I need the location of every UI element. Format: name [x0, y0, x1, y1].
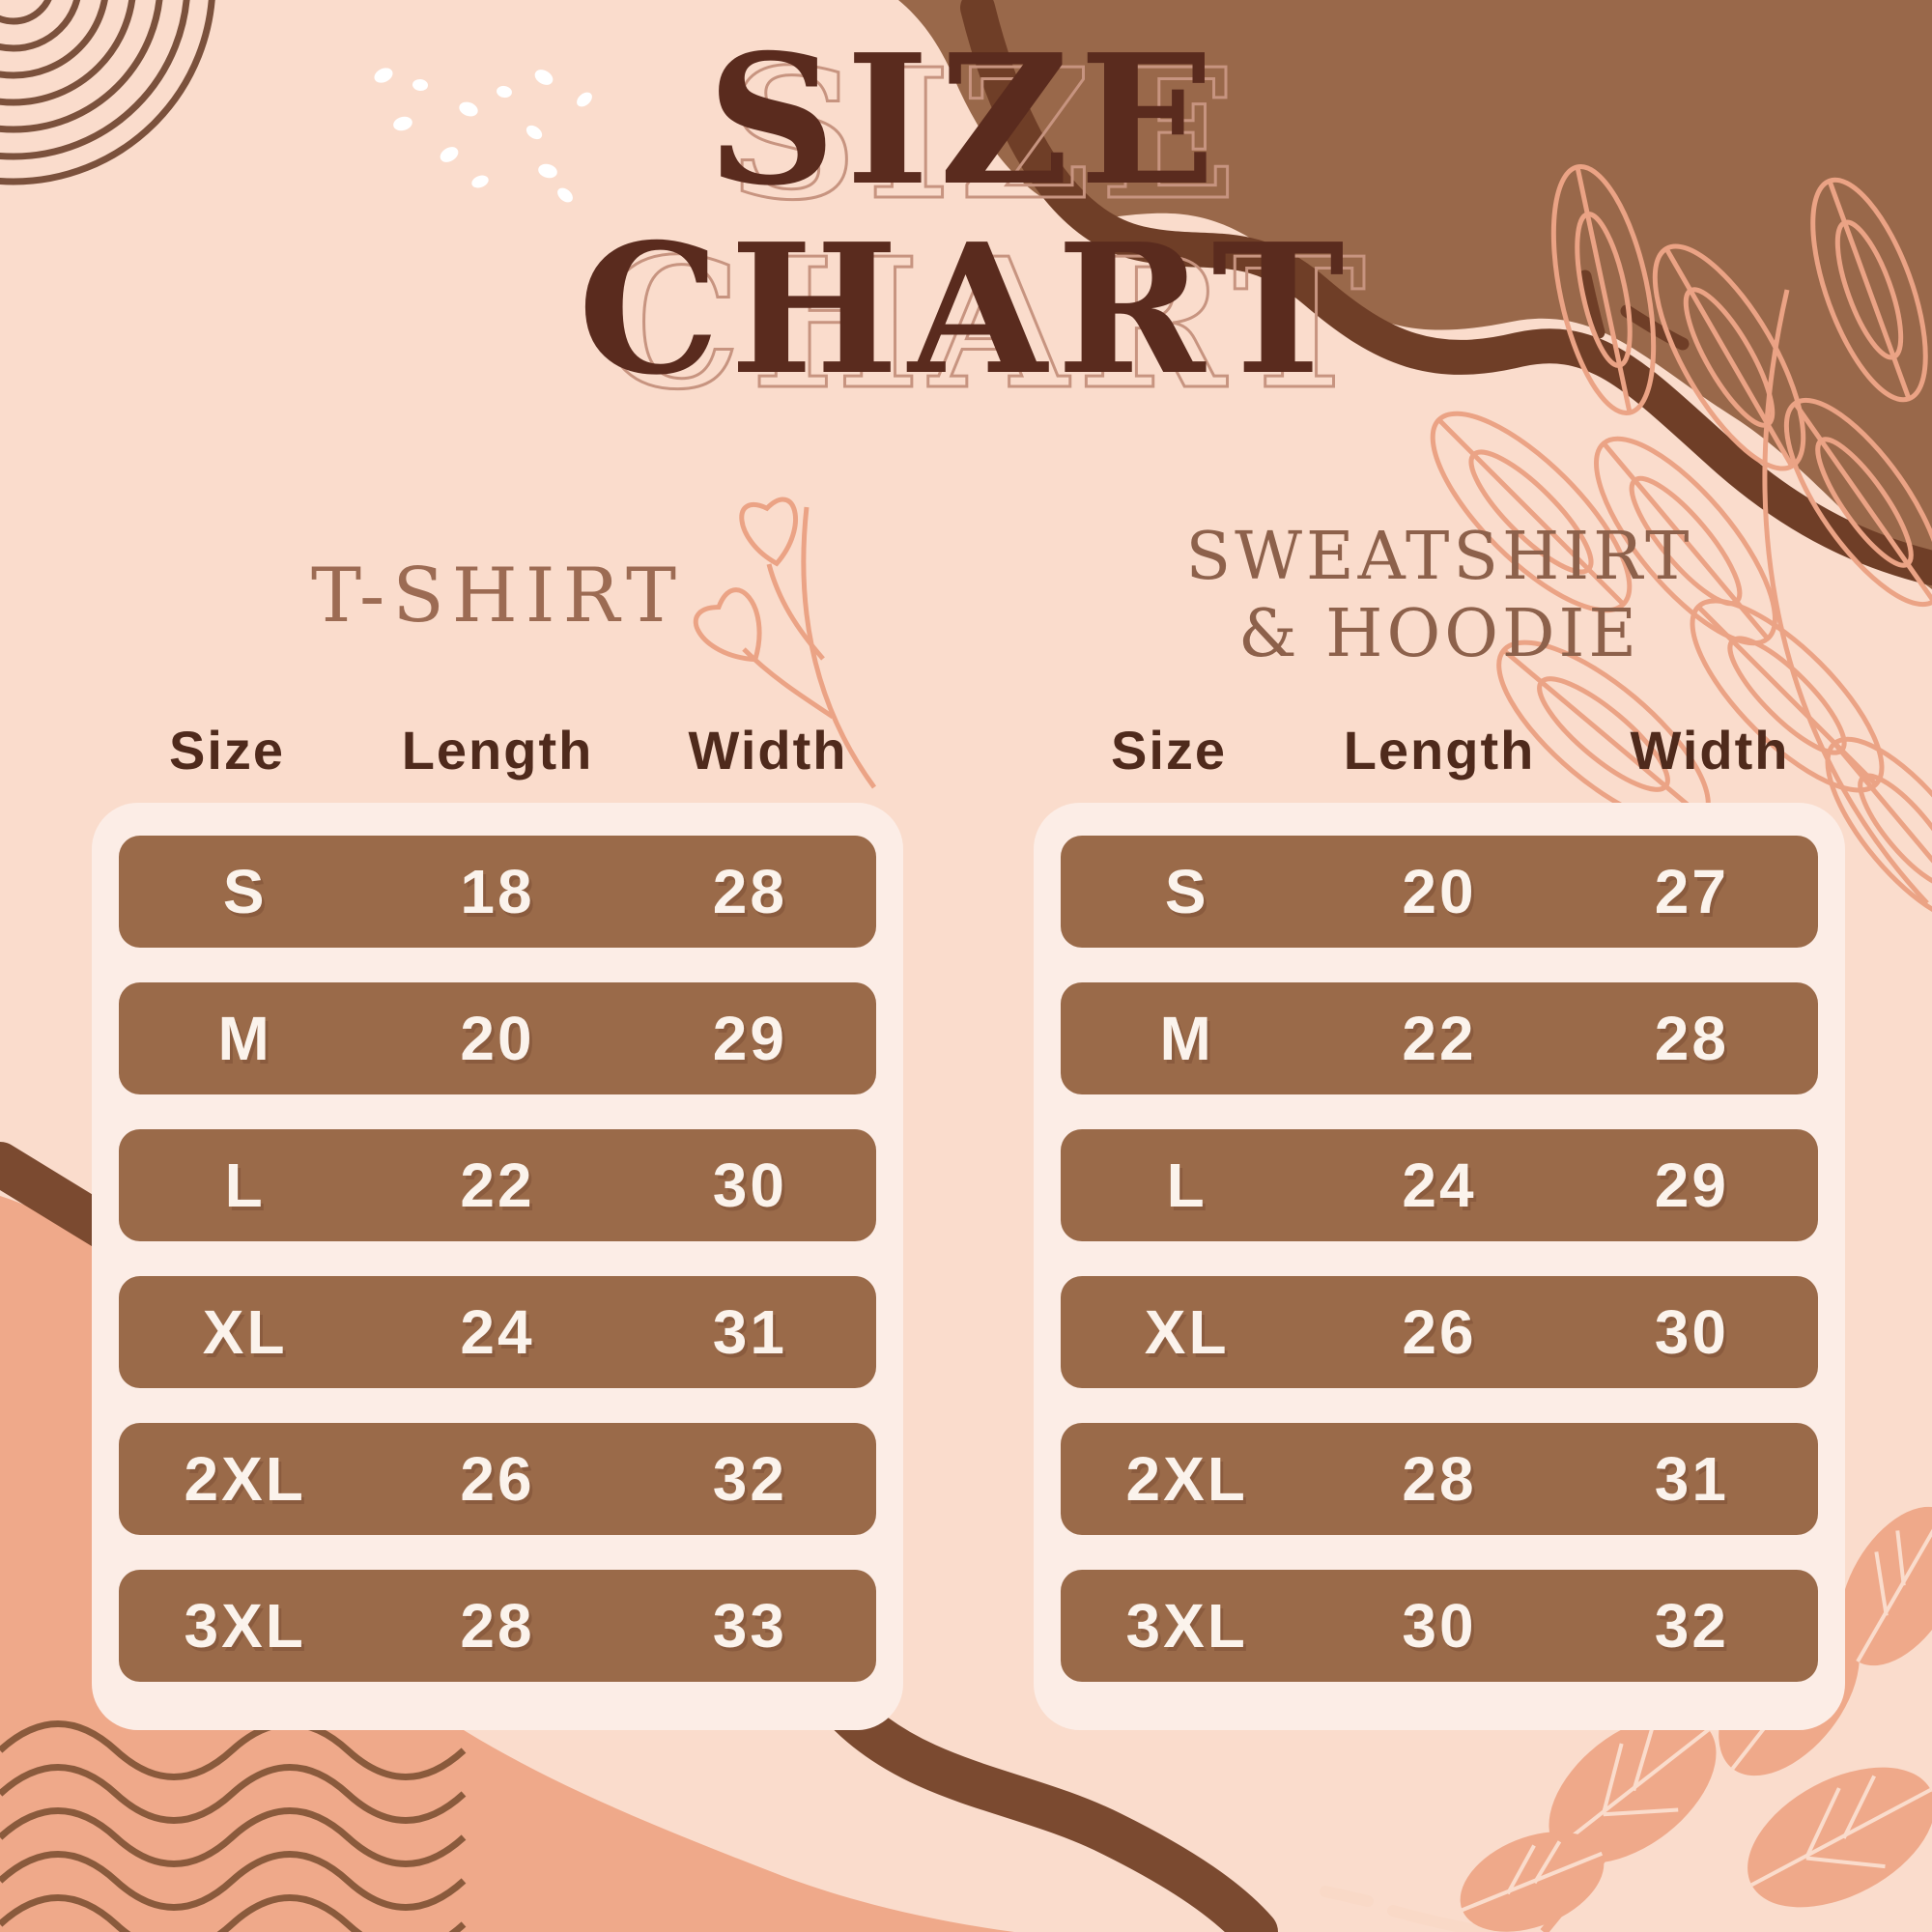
cell-size: 3XL — [184, 1591, 306, 1661]
cell-length: 26 — [460, 1444, 535, 1514]
cell-length: 30 — [1402, 1591, 1477, 1661]
tshirt-heading-line1: T-SHIRT — [311, 553, 684, 639]
cell-width: 31 — [712, 1297, 787, 1367]
cell-width: 28 — [712, 857, 787, 926]
cell-size: L — [224, 1151, 266, 1220]
cell-length: 22 — [1402, 1004, 1477, 1073]
cell-width: 30 — [712, 1151, 787, 1220]
title-line-1: SIZE SIZE — [0, 25, 1932, 231]
sweatshirt-panel: S 20 27 M 22 28 L 24 29 XL 26 30 2XL 28 — [1034, 803, 1845, 1730]
salmon-blob-icon — [0, 1196, 1014, 1932]
title-line-2: CHART CHART — [0, 214, 1932, 420]
table-row: 3XL 28 33 — [119, 1570, 876, 1682]
cell-size: 3XL — [1125, 1591, 1248, 1661]
sweatshirt-heading: SWEATSHIRT & HOODIE — [1034, 500, 1845, 680]
cell-length: 24 — [1402, 1151, 1477, 1220]
cell-length: 24 — [460, 1297, 535, 1367]
heart-leaf-sprig-icon — [693, 497, 877, 789]
cell-length: 20 — [1402, 857, 1477, 926]
confetti-dots-icon — [374, 68, 592, 203]
cell-size: M — [1159, 1004, 1214, 1073]
title-text-2: CHART — [578, 204, 1354, 414]
sweatshirt-column-headers: Size Length Width — [1034, 719, 1845, 781]
salmon-leaves-icon — [1460, 1506, 1932, 1932]
column-header-width: Width — [688, 720, 848, 781]
table-row: S 20 27 — [1061, 836, 1818, 948]
cell-length: 26 — [1402, 1297, 1477, 1367]
cell-width: 29 — [712, 1004, 787, 1073]
cell-size: M — [217, 1004, 272, 1073]
cell-length: 28 — [1402, 1444, 1477, 1514]
cell-size: S — [1164, 857, 1209, 926]
cell-width: 29 — [1654, 1151, 1729, 1220]
cell-size: S — [222, 857, 268, 926]
cell-length: 18 — [460, 857, 535, 926]
cell-width: 33 — [712, 1591, 787, 1661]
cell-width: 31 — [1654, 1444, 1729, 1514]
table-row: L 24 29 — [1061, 1129, 1818, 1241]
tshirt-size-table: T-SHIRT Size Length Width S 18 28 M 20 2… — [92, 500, 903, 1730]
table-row: M 22 28 — [1061, 982, 1818, 1094]
table-row: 2XL 28 31 — [1061, 1423, 1818, 1535]
sweatshirt-heading-line1: SWEATSHIRT — [1185, 519, 1693, 595]
cell-size: 2XL — [1125, 1444, 1248, 1514]
cell-length: 22 — [460, 1151, 535, 1220]
sweatshirt-heading-line2: & HOODIE — [1238, 596, 1640, 672]
tshirt-column-headers: Size Length Width — [92, 719, 903, 781]
column-header-length: Length — [1343, 720, 1536, 781]
cell-length: 28 — [460, 1591, 535, 1661]
light-dashes-icon — [1320, 1886, 1527, 1932]
cell-width: 27 — [1654, 857, 1729, 926]
leaf-branch-outline-icon — [1430, 163, 1932, 925]
column-header-length: Length — [401, 720, 594, 781]
cell-width: 28 — [1654, 1004, 1729, 1073]
column-header-width: Width — [1630, 720, 1790, 781]
cell-length: 20 — [460, 1004, 535, 1073]
table-row: 2XL 26 32 — [119, 1423, 876, 1535]
tshirt-heading: T-SHIRT — [92, 500, 903, 680]
cell-size: L — [1166, 1151, 1208, 1220]
table-row: M 20 29 — [119, 982, 876, 1094]
column-header-size: Size — [168, 720, 286, 781]
sweatshirt-size-table: SWEATSHIRT & HOODIE Size Length Width S … — [1034, 500, 1845, 1730]
brown-blob-icon — [898, 0, 1932, 589]
table-row: XL 26 30 — [1061, 1276, 1818, 1388]
table-row: S 18 28 — [119, 836, 876, 948]
column-header-size: Size — [1110, 720, 1228, 781]
title-text-1: SIZE — [706, 14, 1226, 225]
wavy-lines-icon — [0, 1720, 467, 1932]
cell-size: XL — [1144, 1297, 1230, 1367]
table-row: 3XL 30 32 — [1061, 1570, 1818, 1682]
cell-size: 2XL — [184, 1444, 306, 1514]
cell-size: XL — [202, 1297, 288, 1367]
cell-width: 32 — [712, 1444, 787, 1514]
tshirt-panel: S 18 28 M 20 29 L 22 30 XL 24 31 2XL 26 — [92, 803, 903, 1730]
cell-width: 32 — [1654, 1591, 1729, 1661]
cell-width: 30 — [1654, 1297, 1729, 1367]
table-row: XL 24 31 — [119, 1276, 876, 1388]
concentric-circles-icon — [0, 0, 215, 185]
page-title: SIZE SIZE CHART CHART — [0, 25, 1932, 420]
table-row: L 22 30 — [119, 1129, 876, 1241]
